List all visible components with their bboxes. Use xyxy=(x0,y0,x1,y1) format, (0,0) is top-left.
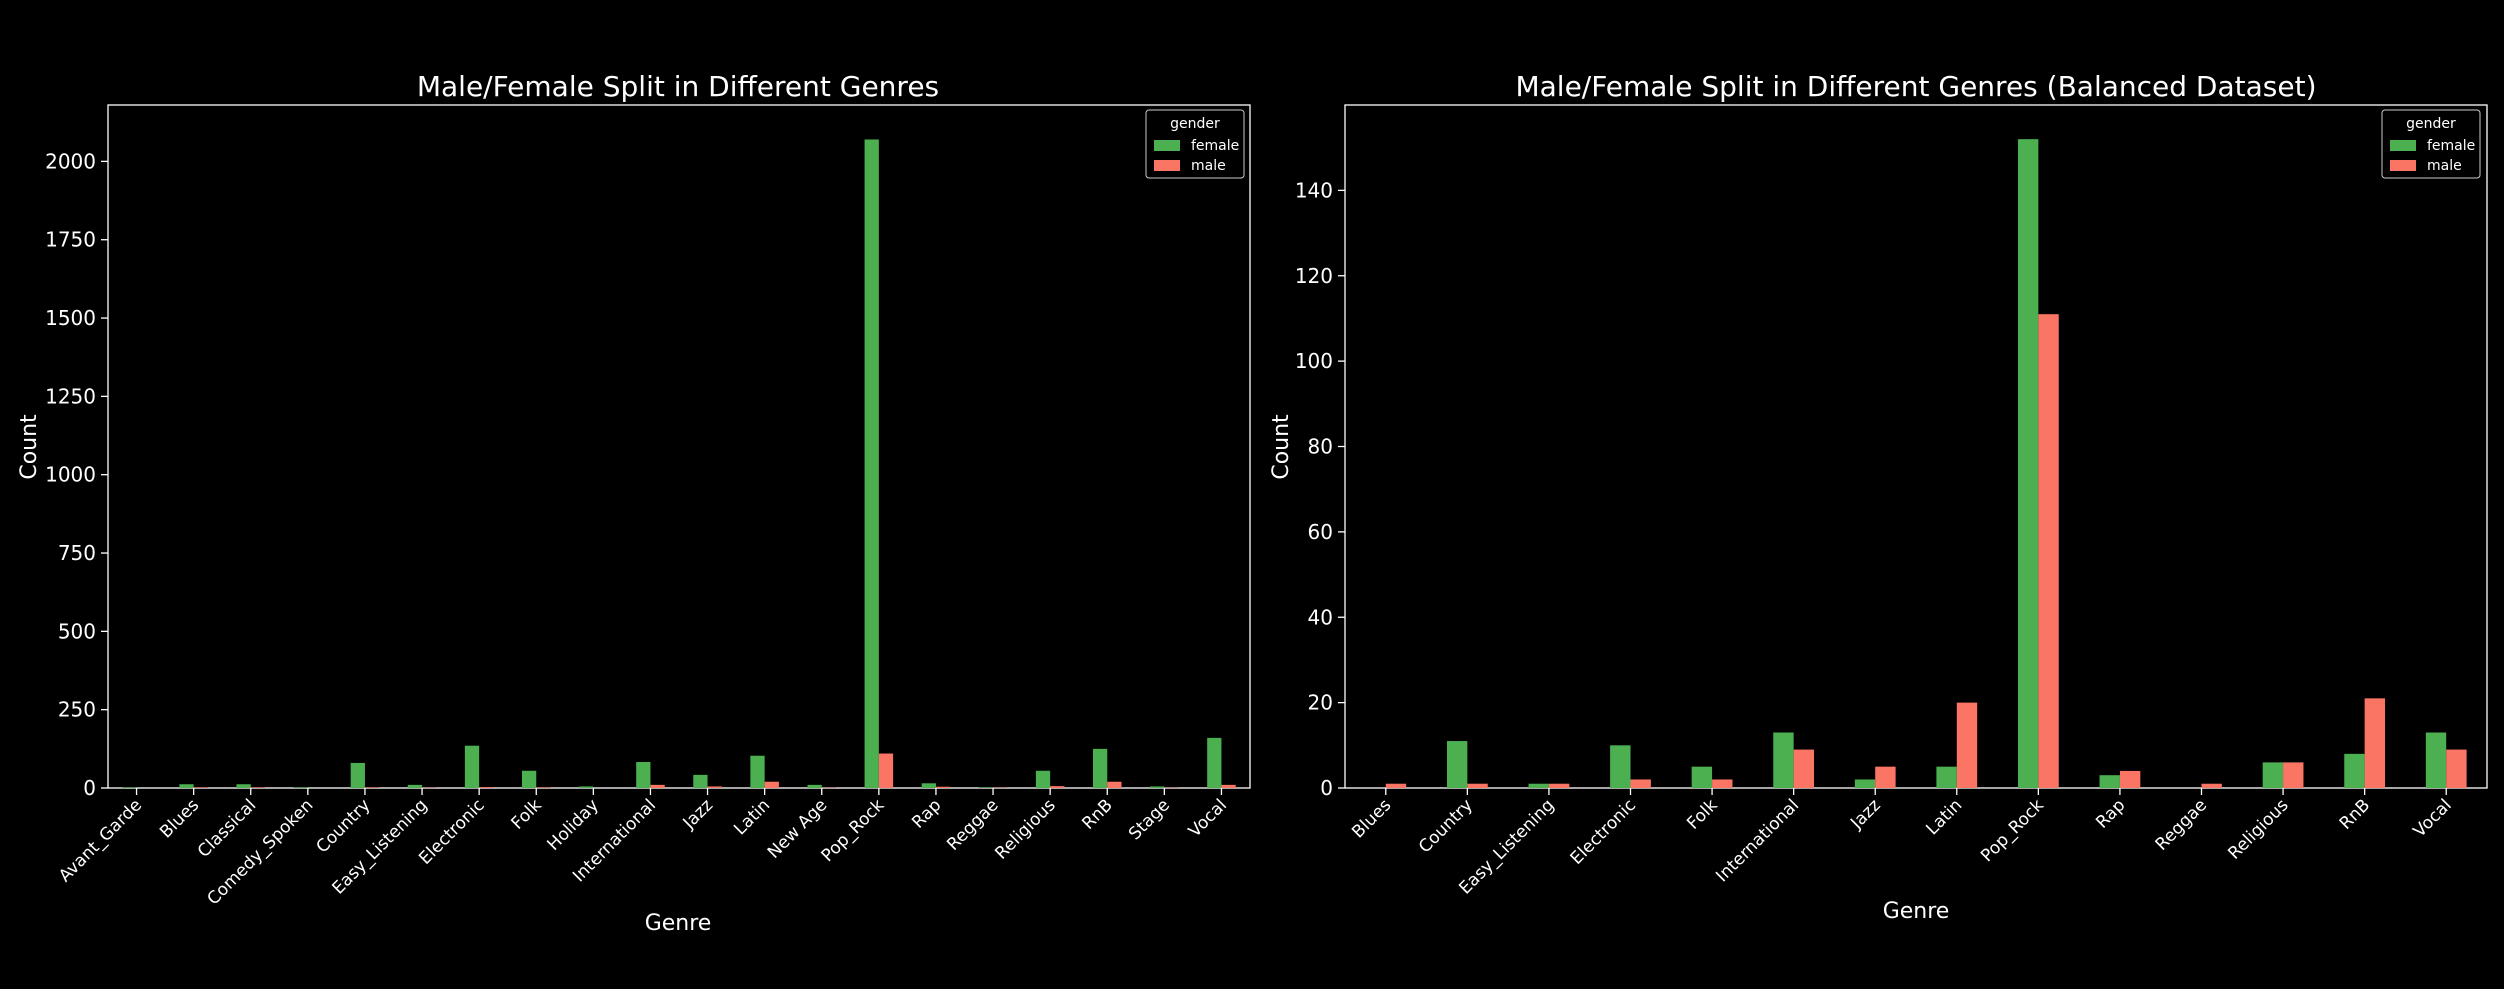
bar-female-RnB xyxy=(1093,749,1107,788)
bar-female-Avant_Garde xyxy=(122,787,136,788)
bar-female-Latin xyxy=(750,756,764,788)
chart-left-title: Male/Female Split in Different Genres xyxy=(417,70,939,103)
y-tick-label: 20 xyxy=(1308,691,1333,715)
bar-male-Electronic xyxy=(479,787,493,788)
bar-male-Jazz xyxy=(708,786,722,788)
bar-female-Pop_Rock xyxy=(2018,139,2038,788)
bar-female-Latin xyxy=(1936,767,1956,788)
y-tick-label: 100 xyxy=(1295,349,1333,373)
y-tick-label: 0 xyxy=(1320,776,1333,800)
bar-female-International xyxy=(1773,733,1793,788)
chart-right-ylabel: Count xyxy=(1269,414,1294,480)
bar-female-Reggae xyxy=(979,787,993,788)
bar-male-Latin xyxy=(765,782,779,788)
bar-male-Country xyxy=(1467,784,1487,788)
chart-right-legend-swatch-female xyxy=(2390,140,2416,151)
bar-male-Pop_Rock xyxy=(2038,314,2058,788)
bar-female-Jazz xyxy=(1855,779,1875,788)
y-tick-label: 60 xyxy=(1308,520,1333,544)
bar-female-Blues xyxy=(179,784,193,788)
y-tick-label: 120 xyxy=(1295,264,1333,288)
bar-male-Blues xyxy=(1386,784,1406,788)
y-tick-label: 2000 xyxy=(45,149,96,173)
bar-male-Classical xyxy=(251,787,265,788)
chart-right-legend-title: gender xyxy=(2406,116,2456,132)
bar-female-Country xyxy=(351,763,365,788)
chart-right-legend: gender female male xyxy=(2382,110,2480,178)
bar-female-Holiday xyxy=(579,786,593,788)
chart-left-xlabel: Genre xyxy=(645,911,712,936)
chart-right-legend-label-female: female xyxy=(2427,138,2475,154)
bar-male-Vocal xyxy=(1221,785,1235,788)
bar-female-Comedy_Spoken xyxy=(294,787,308,788)
bar-female-Rap xyxy=(922,783,936,788)
bar-female-Electronic xyxy=(1610,745,1630,788)
y-tick-label: 0 xyxy=(83,776,96,800)
bar-male-Jazz xyxy=(1875,767,1895,788)
bar-male-Electronic xyxy=(1631,779,1651,788)
bar-male-Country xyxy=(365,787,379,788)
chart-left-legend: gender female male xyxy=(1146,110,1244,178)
bar-female-Folk xyxy=(1692,767,1712,788)
bar-female-Folk xyxy=(522,771,536,788)
chart-right-title: Male/Female Split in Different Genres (B… xyxy=(1515,70,2316,103)
bar-female-Classical xyxy=(236,784,250,788)
chart-left-legend-title: gender xyxy=(1170,116,1220,132)
bar-male-Rap xyxy=(2120,771,2140,788)
chart-right-xlabel: Genre xyxy=(1883,899,1950,924)
y-tick-label: 1750 xyxy=(45,228,96,252)
chart-left-legend-swatch-male xyxy=(1154,160,1180,171)
bar-female-Religious xyxy=(2263,762,2283,788)
bar-female-Vocal xyxy=(2426,733,2446,788)
bar-male-International xyxy=(650,785,664,788)
bar-female-Pop_Rock xyxy=(865,139,879,788)
bar-female-Stage xyxy=(1150,786,1164,788)
bar-male-Blues xyxy=(194,787,208,788)
bar-male-Rap xyxy=(936,787,950,788)
bar-male-Reggae xyxy=(2202,784,2222,788)
bar-female-Country xyxy=(1447,741,1467,788)
bar-male-Easy_Listening xyxy=(1549,784,1569,788)
bar-female-New Age xyxy=(807,785,821,788)
bar-male-Religious xyxy=(1050,786,1064,788)
bar-female-Easy_Listening xyxy=(408,785,422,788)
bar-female-Jazz xyxy=(693,775,707,788)
chart-left-legend-swatch-female xyxy=(1154,140,1180,151)
y-tick-label: 1250 xyxy=(45,384,96,408)
chart-right-legend-label-male: male xyxy=(2427,158,2462,174)
bar-male-RnB xyxy=(2365,698,2385,788)
y-tick-label: 80 xyxy=(1308,435,1333,459)
bar-female-Rap xyxy=(2100,775,2120,788)
bar-male-International xyxy=(1794,750,1814,788)
bar-female-International xyxy=(636,762,650,788)
bar-male-Folk xyxy=(536,787,550,788)
y-tick-label: 140 xyxy=(1295,178,1333,202)
chart-right-legend-swatch-male xyxy=(2390,160,2416,171)
bar-female-Vocal xyxy=(1207,738,1221,788)
y-tick-label: 750 xyxy=(58,541,96,565)
bar-male-Folk xyxy=(1712,779,1732,788)
y-tick-label: 250 xyxy=(58,698,96,722)
bar-female-Electronic xyxy=(465,746,479,788)
chart-left-legend-label-male: male xyxy=(1191,158,1226,174)
y-tick-label: 1500 xyxy=(45,306,96,330)
bar-male-Vocal xyxy=(2446,750,2466,788)
chart-left-legend-label-female: female xyxy=(1191,138,1239,154)
y-tick-label: 1000 xyxy=(45,463,96,487)
bar-male-Pop_Rock xyxy=(879,754,893,788)
bar-male-RnB xyxy=(1107,782,1121,788)
bar-male-Religious xyxy=(2283,762,2303,788)
y-tick-label: 500 xyxy=(58,619,96,643)
bar-female-RnB xyxy=(2344,754,2364,788)
bar-male-Latin xyxy=(1957,703,1977,788)
bar-female-Religious xyxy=(1036,771,1050,788)
y-tick-label: 40 xyxy=(1308,605,1333,629)
chart-left-ylabel: Count xyxy=(17,414,42,480)
bar-female-Easy_Listening xyxy=(1529,784,1549,788)
